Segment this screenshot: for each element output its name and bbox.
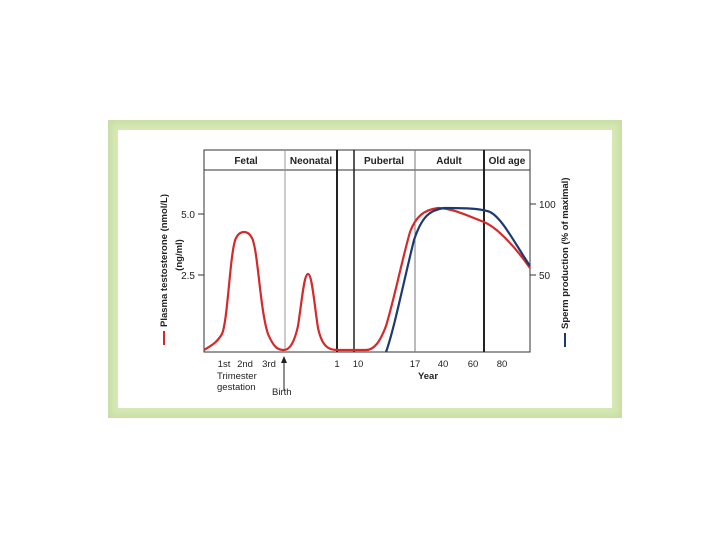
- stage-neonatal: Neonatal: [290, 156, 332, 167]
- testosterone-chart: Fetal Neonatal Pubertal Adult Old age 5.…: [159, 149, 571, 398]
- series-sperm-production: [384, 206, 531, 353]
- y-right-tick-label: 50: [539, 271, 551, 282]
- stage-old-age: Old age: [489, 156, 526, 167]
- stage-fetal: Fetal: [234, 156, 258, 167]
- series-plasma-testosterone: [203, 206, 531, 352]
- x-axis-label: Year: [418, 371, 438, 382]
- y-left-label-line1: Plasma testosterone (nmol/L): [159, 194, 170, 327]
- chart-panel: Fetal Neonatal Pubertal Adult Old age 5.…: [118, 130, 612, 408]
- y-left-label: Plasma testosterone (nmol/L): [159, 194, 170, 327]
- y-right-tick-label: 100: [539, 200, 556, 211]
- x-tick-label: 60: [468, 359, 479, 370]
- gestation-label: gestation: [217, 382, 256, 393]
- stage-adult: Adult: [436, 156, 462, 167]
- x-tick-label: 2nd: [237, 359, 253, 370]
- stage-pubertal: Pubertal: [364, 156, 404, 167]
- x-tick-label: 10: [353, 359, 364, 370]
- y-right-label: Sperm production (% of maximal): [560, 178, 571, 330]
- y-left-tick-label: 2.5: [181, 271, 195, 282]
- x-tick-label: 40: [438, 359, 449, 370]
- trimester-label: Trimester: [217, 371, 257, 382]
- y-left-label-units: (ng/ml): [174, 239, 185, 271]
- x-tick-label: 1st: [218, 359, 231, 370]
- x-tick-label: 1: [334, 359, 339, 370]
- x-tick-label: 80: [497, 359, 508, 370]
- plot-border: [203, 149, 531, 353]
- x-tick-label: 17: [410, 359, 421, 370]
- y-left-tick-label: 5.0: [181, 210, 195, 221]
- birth-arrow: [281, 356, 287, 390]
- x-tick-label: 3rd: [262, 359, 276, 370]
- birth-label: Birth: [272, 387, 292, 398]
